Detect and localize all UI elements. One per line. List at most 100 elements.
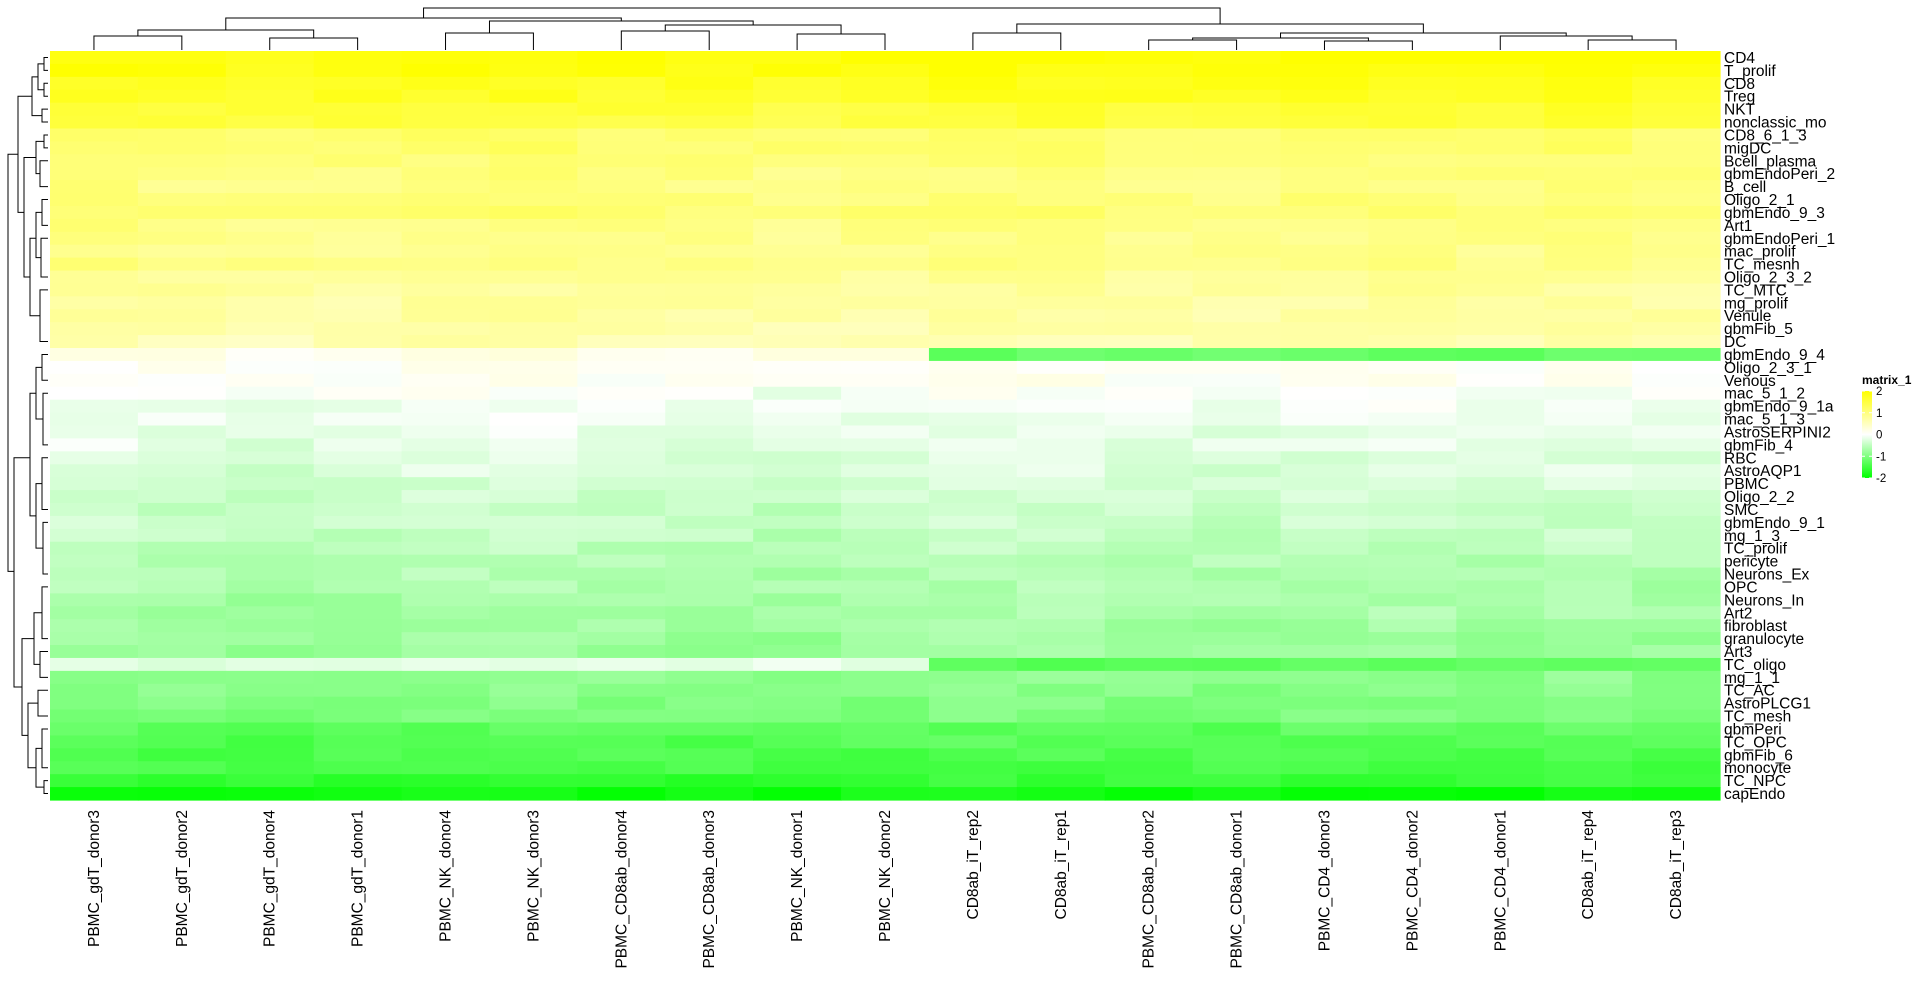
heatmap-cell [1632,477,1721,491]
heatmap-cell [1104,348,1194,362]
heatmap-cell [1280,645,1370,659]
heatmap-cell [1280,477,1370,491]
heatmap-cell [841,606,930,620]
heatmap-cell [489,270,578,285]
heatmap-cell [1016,322,1106,336]
heatmap-cell [1456,141,1545,155]
heatmap-cell [1456,464,1545,478]
heatmap-cell [489,412,578,427]
heatmap-cell [225,515,315,530]
heatmap-cell [1192,657,1282,672]
heatmap-cell [1192,528,1282,543]
heatmap-cell [577,593,666,607]
heatmap-cell [1632,244,1721,259]
heatmap-cell [753,244,842,259]
heatmap-cell [753,464,842,478]
heatmap-cell [1104,580,1194,594]
heatmap-cell [1632,141,1721,155]
heatmap-cell [753,102,842,117]
heatmap-cell [928,244,1018,259]
dendrogram-branch [423,7,1221,24]
heatmap-cell [1544,412,1633,427]
heatmap-cell [1104,748,1194,762]
dendrogram-branch [31,76,42,117]
heatmap-cell [1368,89,1457,104]
heatmap-cell [577,490,666,504]
heatmap-cell [137,748,227,762]
heatmap-cell [1104,722,1194,737]
heatmap-cell [1280,399,1370,414]
heatmap-cell [577,541,666,556]
heatmap-cell [1544,373,1633,388]
heatmap-cell [1192,309,1282,323]
heatmap-cell [1016,386,1106,401]
heatmap-cell [1368,580,1457,594]
heatmap-cell [1104,438,1194,452]
heatmap-cell [577,683,666,698]
heatmap-cell [489,154,578,168]
heatmap-cell [313,632,403,646]
column-dendrogram [93,7,1677,50]
heatmap-cell [401,593,491,607]
heatmap-cell [313,51,403,65]
heatmap-cell [928,167,1018,181]
heatmap-cell [1632,554,1721,569]
heatmap-cell [577,167,666,181]
heatmap-cell [1456,283,1545,297]
row-label: SMC [1724,502,1758,519]
heatmap-cell [1280,541,1370,556]
heatmap-cell [1456,348,1545,362]
heatmap-cell [313,360,403,375]
heatmap-cell [1192,438,1282,452]
heatmap-cell [1368,205,1457,220]
heatmap-cell [665,451,754,465]
heatmap-cell [50,89,139,104]
heatmap-cell [753,167,842,181]
heatmap-cell [401,645,491,659]
heatmap-cell [1632,709,1721,724]
heatmap-cell [1368,477,1457,491]
heatmap-cell [50,412,139,427]
heatmap-cell [753,348,842,362]
heatmap-cell [50,787,139,801]
heatmap-cell [50,167,139,181]
row-label: gbmEndo_9_3 [1724,205,1825,222]
heatmap-cell [753,774,842,788]
heatmap-cell [753,154,842,168]
row-label: granulocyte [1724,631,1804,648]
heatmap-cell [1016,722,1106,737]
heatmap-cell [313,322,403,336]
heatmap-cell [1192,51,1282,65]
heatmap-cell [313,593,403,607]
heatmap-cell [753,580,842,594]
heatmap-cell [841,722,930,737]
heatmap-cell [1016,76,1106,91]
heatmap-cell [841,257,930,272]
heatmap-cell [1280,89,1370,104]
heatmap-cell [225,154,315,168]
heatmap-cell [489,335,578,349]
heatmap-cell [1544,309,1633,323]
heatmap-cell [1368,425,1457,440]
heatmap-cell [1192,709,1282,724]
heatmap-cell [1368,554,1457,569]
dendrogram-branch [35,211,42,259]
heatmap-cell [753,360,842,375]
column-label: PBMC_gdT_donor4 [262,810,279,947]
heatmap-cell [1368,774,1457,788]
heatmap-cell [1632,451,1721,465]
heatmap-cell [401,748,491,762]
row-label: Venule [1724,308,1771,325]
heatmap-cell [1544,231,1633,246]
heatmap-cell [1456,193,1545,207]
dendrogram-branch [1323,40,1413,50]
legend-colorbar [1862,391,1872,478]
heatmap-cell [1280,102,1370,117]
heatmap-cell [50,593,139,607]
heatmap-cell [1192,399,1282,414]
heatmap-cell [1368,218,1457,233]
heatmap-cell [1632,296,1721,310]
heatmap-cell [1456,360,1545,375]
heatmap-cell [1104,464,1194,478]
heatmap-cell [841,464,930,478]
